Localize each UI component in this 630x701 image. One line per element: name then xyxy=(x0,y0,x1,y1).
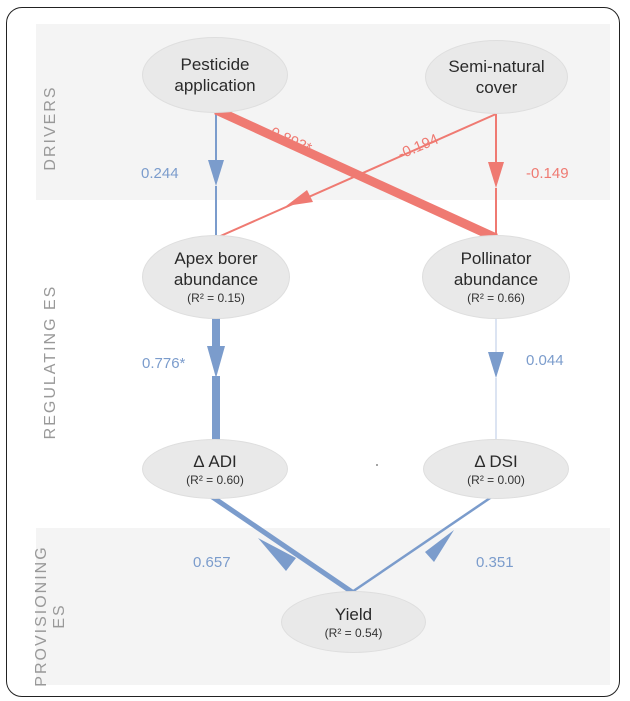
node-adi-label: Δ ADI xyxy=(193,451,237,471)
node-dsi-r2: (R² = 0.00) xyxy=(467,472,525,487)
node-apex-label-line1: Apex borer xyxy=(174,249,258,268)
coef-dsi-yield: 0.351 xyxy=(476,554,514,571)
node-delta-dsi: Δ DSI (R² = 0.00) xyxy=(423,439,569,499)
path-arrows xyxy=(206,105,504,595)
node-seminatural-label-line2: cover xyxy=(475,78,518,97)
coef-seminatural-pollinator: -0.149 xyxy=(526,165,569,182)
node-delta-adi: Δ ADI (R² = 0.60) xyxy=(142,439,288,499)
arrowhead-seminatural-pollinator xyxy=(488,162,504,188)
arrowhead-seminatural-apex xyxy=(286,190,313,206)
node-seminatural-label-line1: Semi-natural xyxy=(448,57,545,76)
coef-pesticide-apex: 0.244 xyxy=(141,165,179,182)
node-pollinator-abundance: Pollinator abundance (R² = 0.66) xyxy=(422,235,570,319)
node-apex-borer-abundance: Apex borer abundance (R² = 0.15) xyxy=(142,235,290,319)
node-pesticide-label-line1: Pesticide xyxy=(180,55,250,74)
coef-pollinator-dsi: 0.044 xyxy=(526,352,564,369)
arrow-pesticide-pollinator xyxy=(214,105,498,243)
node-pollinator-label-line2: abundance xyxy=(453,270,539,289)
arrowhead-apex-adi xyxy=(207,346,225,378)
node-pesticide-label-line2: application xyxy=(174,76,256,95)
node-semi-natural-cover: Semi-natural cover xyxy=(425,40,568,114)
node-apex-label-line2: abundance xyxy=(173,270,259,289)
node-pesticide-application: Pesticide application xyxy=(142,37,288,113)
node-yield-label: Yield xyxy=(334,604,373,624)
node-yield: Yield (R² = 0.54) xyxy=(281,591,426,653)
coef-adi-yield: 0.657 xyxy=(193,554,231,571)
node-apex-r2: (R² = 0.15) xyxy=(187,291,245,305)
arrowhead-pollinator-dsi xyxy=(488,352,504,378)
arrow-dsi-yield xyxy=(351,492,497,594)
stray-dot xyxy=(376,464,378,466)
node-yield-r2: (R² = 0.54) xyxy=(324,625,383,640)
node-adi-r2: (R² = 0.60) xyxy=(186,472,244,487)
node-pollinator-label-line1: Pollinator xyxy=(460,249,532,268)
arrowhead-adi-yield xyxy=(258,538,296,571)
arrow-adi-yield xyxy=(206,491,354,595)
node-dsi-label: Δ DSI xyxy=(474,451,518,471)
coef-apex-adi: 0.776* xyxy=(142,355,186,372)
arrowhead-pesticide-apex xyxy=(208,160,224,186)
arrowhead-dsi-yield xyxy=(425,530,454,562)
node-pollinator-r2: (R² = 0.66) xyxy=(467,291,525,305)
